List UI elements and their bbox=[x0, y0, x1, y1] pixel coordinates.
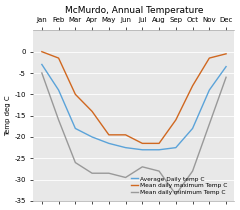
Mean daily minimum Temp C bbox=[74, 161, 77, 164]
Title: McMurdo, Annual Temperature: McMurdo, Annual Temperature bbox=[65, 5, 203, 14]
Mean daily maximum Temp C bbox=[124, 134, 127, 136]
Mean daily maximum Temp C bbox=[174, 119, 177, 121]
Average Daily temp C bbox=[208, 89, 211, 91]
Mean daily minimum Temp C bbox=[191, 170, 194, 172]
Mean daily minimum Temp C bbox=[208, 123, 211, 125]
Mean daily minimum Temp C bbox=[225, 76, 228, 79]
Average Daily temp C bbox=[141, 148, 144, 151]
Mean daily maximum Temp C bbox=[225, 52, 228, 55]
Line: Mean daily maximum Temp C: Mean daily maximum Temp C bbox=[42, 52, 226, 143]
Average Daily temp C bbox=[124, 146, 127, 149]
Average Daily temp C bbox=[191, 127, 194, 130]
Mean daily maximum Temp C bbox=[158, 142, 161, 145]
Average Daily temp C bbox=[57, 89, 60, 91]
Mean daily maximum Temp C bbox=[40, 50, 43, 53]
Mean daily maximum Temp C bbox=[91, 110, 94, 113]
Mean daily minimum Temp C bbox=[107, 172, 110, 175]
Mean daily maximum Temp C bbox=[191, 85, 194, 87]
Average Daily temp C bbox=[107, 142, 110, 145]
Average Daily temp C bbox=[40, 63, 43, 66]
Average Daily temp C bbox=[158, 148, 161, 151]
Average Daily temp C bbox=[91, 136, 94, 138]
Mean daily maximum Temp C bbox=[141, 142, 144, 145]
Mean daily minimum Temp C bbox=[91, 172, 94, 175]
Average Daily temp C bbox=[74, 127, 77, 130]
Mean daily minimum Temp C bbox=[124, 176, 127, 179]
Y-axis label: Temp deg C: Temp deg C bbox=[6, 95, 12, 136]
Mean daily maximum Temp C bbox=[74, 93, 77, 96]
Average Daily temp C bbox=[174, 146, 177, 149]
Mean daily minimum Temp C bbox=[141, 165, 144, 168]
Line: Average Daily temp C: Average Daily temp C bbox=[42, 64, 226, 150]
Mean daily minimum Temp C bbox=[174, 193, 177, 196]
Mean daily minimum Temp C bbox=[57, 119, 60, 121]
Mean daily minimum Temp C bbox=[158, 170, 161, 172]
Line: Mean daily minimum Temp C: Mean daily minimum Temp C bbox=[42, 73, 226, 194]
Mean daily maximum Temp C bbox=[208, 57, 211, 59]
Mean daily maximum Temp C bbox=[107, 134, 110, 136]
Average Daily temp C bbox=[225, 65, 228, 68]
Mean daily minimum Temp C bbox=[40, 72, 43, 74]
Mean daily maximum Temp C bbox=[57, 57, 60, 59]
Legend: Average Daily temp C, Mean daily maximum Temp C, Mean daily minimum Temp C: Average Daily temp C, Mean daily maximum… bbox=[131, 176, 228, 195]
